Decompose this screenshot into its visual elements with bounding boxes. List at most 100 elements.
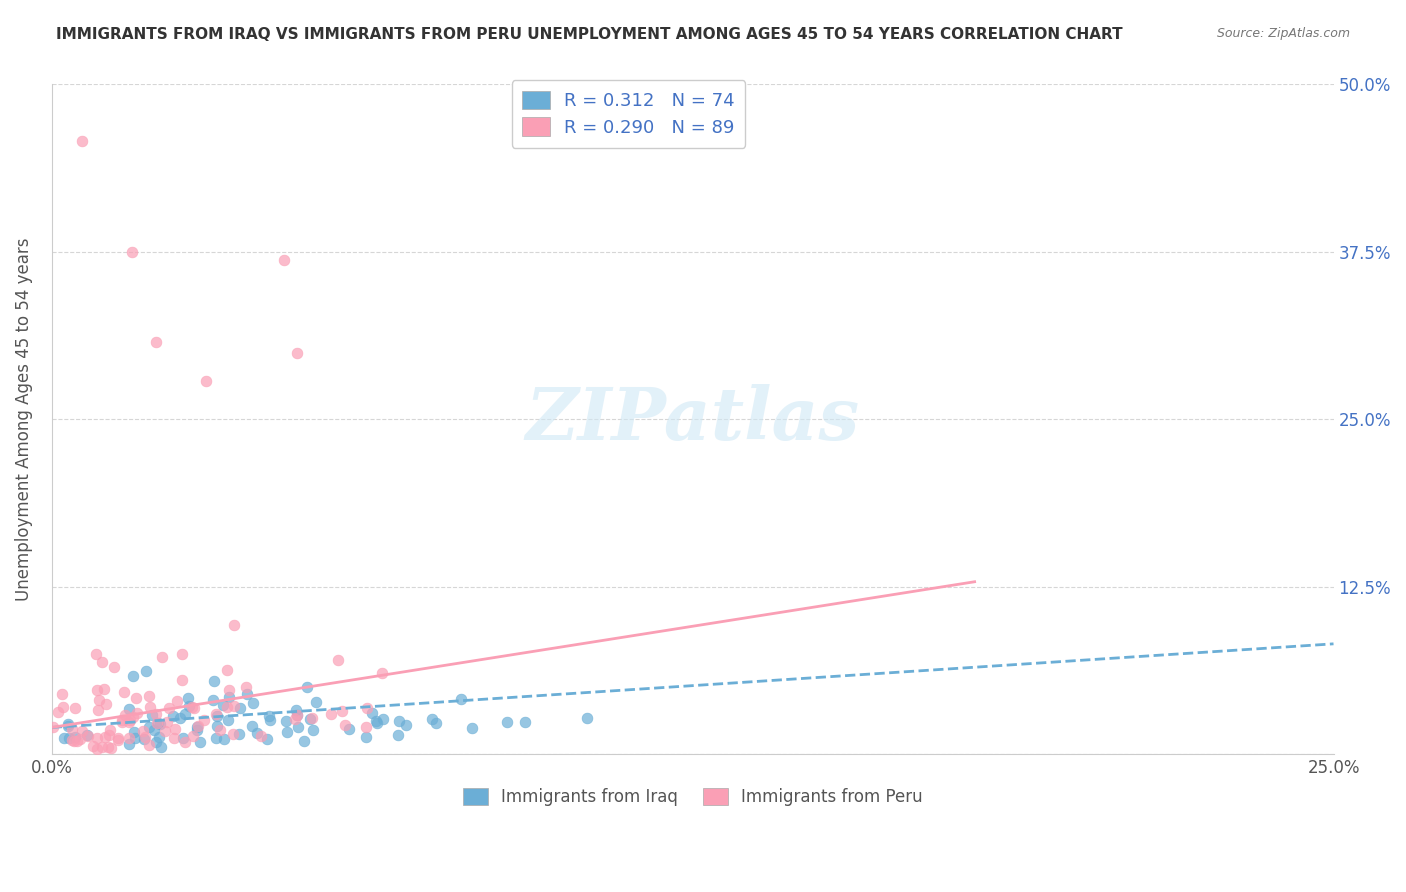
Point bbox=[214, 731, 236, 746]
Point bbox=[145, 706, 167, 721]
Point bbox=[284, 703, 307, 717]
Point bbox=[207, 708, 229, 723]
Point bbox=[333, 718, 356, 732]
Point bbox=[56, 717, 79, 731]
Point bbox=[149, 716, 172, 731]
Point bbox=[145, 735, 167, 749]
Point bbox=[420, 712, 443, 726]
Point bbox=[285, 346, 308, 360]
Point bbox=[145, 334, 167, 349]
Point bbox=[124, 725, 146, 739]
Point bbox=[204, 731, 226, 745]
Point bbox=[172, 731, 194, 746]
Point bbox=[60, 722, 83, 736]
Point bbox=[273, 252, 295, 267]
Point bbox=[86, 742, 108, 756]
Point bbox=[118, 714, 141, 729]
Point bbox=[103, 659, 125, 673]
Point bbox=[211, 698, 233, 713]
Point bbox=[100, 741, 122, 756]
Point bbox=[125, 691, 148, 706]
Point bbox=[76, 728, 98, 742]
Point bbox=[143, 723, 166, 737]
Point bbox=[330, 704, 353, 718]
Point bbox=[86, 682, 108, 697]
Point bbox=[202, 693, 225, 707]
Point bbox=[371, 712, 394, 726]
Point bbox=[292, 734, 315, 748]
Point bbox=[162, 709, 184, 723]
Point bbox=[172, 647, 194, 661]
Point bbox=[97, 728, 120, 742]
Point bbox=[205, 706, 228, 721]
Point bbox=[52, 700, 75, 714]
Point bbox=[321, 707, 343, 722]
Point bbox=[259, 709, 281, 723]
Point bbox=[388, 714, 411, 728]
Point bbox=[118, 713, 141, 727]
Point bbox=[513, 714, 536, 729]
Point bbox=[242, 696, 264, 710]
Point bbox=[356, 701, 378, 715]
Point bbox=[354, 721, 377, 735]
Point bbox=[188, 735, 211, 749]
Point bbox=[575, 711, 598, 725]
Point bbox=[134, 731, 156, 745]
Point bbox=[65, 730, 87, 744]
Text: IMMIGRANTS FROM IRAQ VS IMMIGRANTS FROM PERU UNEMPLOYMENT AMONG AGES 45 TO 54 YE: IMMIGRANTS FROM IRAQ VS IMMIGRANTS FROM … bbox=[56, 27, 1123, 42]
Point bbox=[496, 715, 519, 730]
Point bbox=[259, 713, 281, 727]
Point bbox=[93, 682, 115, 697]
Point bbox=[69, 732, 91, 747]
Point bbox=[295, 680, 318, 694]
Point bbox=[112, 685, 135, 699]
Point bbox=[163, 731, 186, 745]
Point bbox=[276, 714, 298, 729]
Point bbox=[138, 738, 160, 752]
Point bbox=[174, 706, 197, 721]
Point bbox=[84, 647, 107, 661]
Point bbox=[174, 735, 197, 749]
Point bbox=[187, 719, 209, 733]
Point bbox=[183, 701, 205, 715]
Y-axis label: Unemployment Among Ages 45 to 54 years: Unemployment Among Ages 45 to 54 years bbox=[15, 237, 32, 601]
Point bbox=[98, 723, 121, 737]
Point bbox=[301, 711, 323, 725]
Point bbox=[222, 727, 245, 741]
Point bbox=[56, 719, 79, 733]
Point bbox=[146, 715, 169, 730]
Point bbox=[218, 690, 240, 704]
Point bbox=[70, 723, 93, 738]
Point bbox=[42, 720, 65, 734]
Point bbox=[91, 655, 114, 669]
Point bbox=[107, 733, 129, 747]
Point bbox=[364, 714, 387, 728]
Point bbox=[205, 719, 228, 733]
Point bbox=[110, 713, 132, 727]
Point bbox=[228, 727, 250, 741]
Point bbox=[63, 700, 86, 714]
Point bbox=[146, 716, 169, 731]
Point bbox=[58, 731, 80, 745]
Point bbox=[93, 730, 115, 744]
Point bbox=[302, 723, 325, 737]
Point bbox=[86, 703, 108, 717]
Point bbox=[141, 707, 163, 722]
Point bbox=[124, 731, 146, 745]
Point bbox=[285, 707, 308, 722]
Point bbox=[157, 701, 180, 715]
Point bbox=[287, 720, 309, 734]
Point bbox=[287, 707, 309, 722]
Point bbox=[194, 374, 217, 388]
Point bbox=[94, 697, 117, 711]
Point bbox=[121, 245, 143, 260]
Point bbox=[150, 739, 173, 754]
Point bbox=[337, 723, 360, 737]
Point bbox=[284, 712, 307, 726]
Point bbox=[127, 706, 149, 720]
Point bbox=[186, 720, 208, 734]
Point bbox=[240, 719, 263, 733]
Point bbox=[250, 729, 273, 743]
Point bbox=[134, 732, 156, 747]
Point bbox=[52, 731, 75, 746]
